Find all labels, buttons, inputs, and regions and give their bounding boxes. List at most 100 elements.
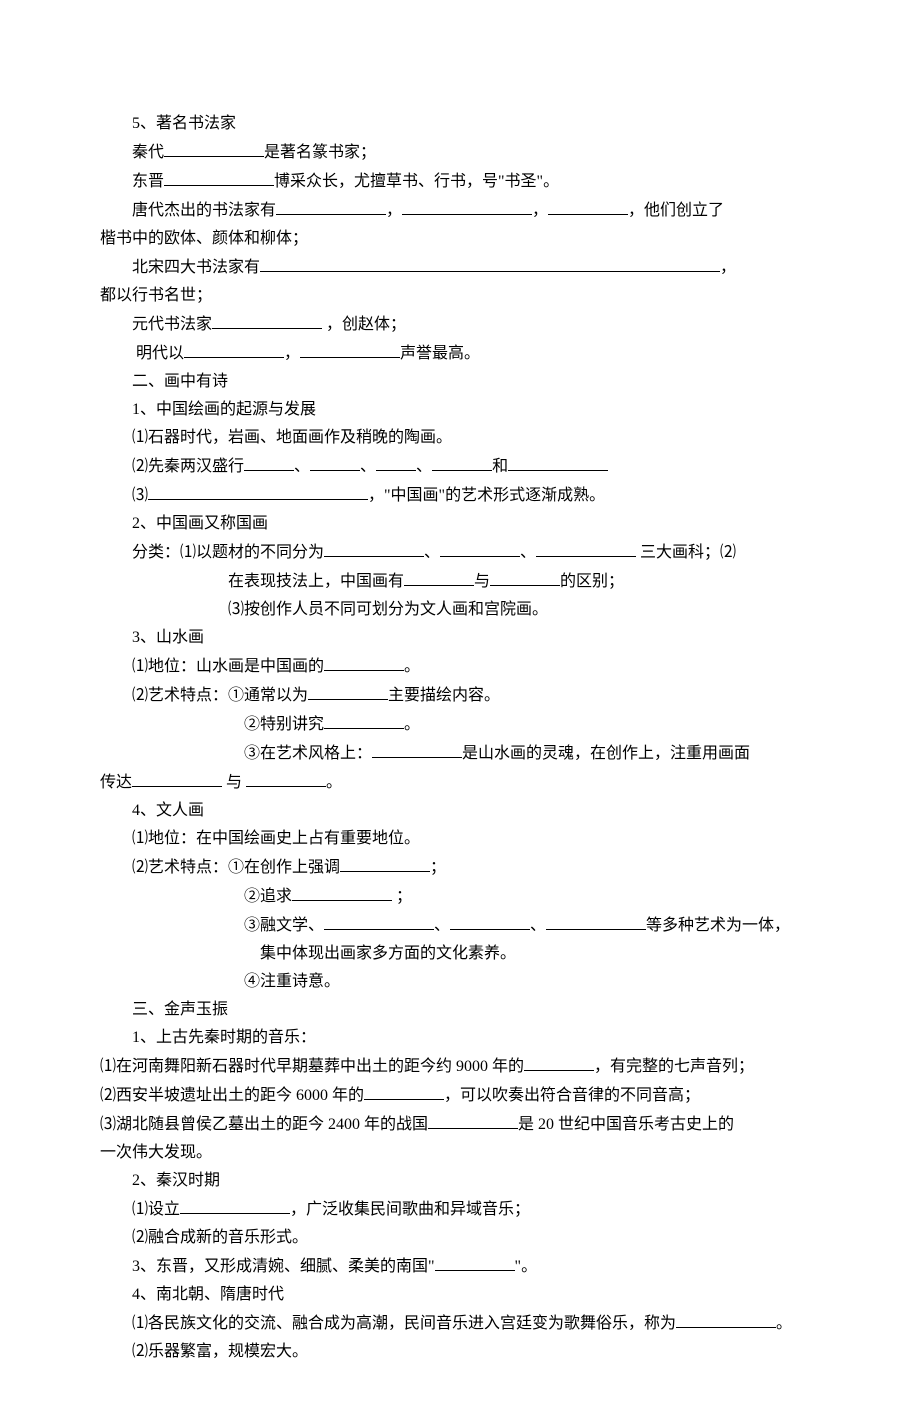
text-line: 元代书法家 ，创赵体； — [100, 310, 820, 339]
text-span: 与 — [222, 774, 246, 791]
text-span: ⑵艺术特点：①在创作上强调 — [132, 859, 340, 876]
text-line: ⑵乐器繁富，规模宏大。 — [100, 1338, 820, 1366]
text-line: ⑴各民族文化的交流、融合成为高潮，民间音乐进入宫廷变为歌舞俗乐，称为。 — [100, 1309, 820, 1338]
text-span: ， — [532, 202, 548, 219]
blank-underline — [524, 1052, 594, 1071]
text-span: ，创赵体； — [322, 316, 406, 333]
text-line: ⑵融合成新的音乐形式。 — [100, 1224, 820, 1252]
blank-underline — [246, 768, 326, 787]
text-line: 3、东晋，又形成清婉、细腻、柔美的南国" "。 — [100, 1252, 820, 1281]
blank-underline — [310, 452, 360, 471]
blank-underline — [260, 253, 720, 272]
text-span: 是 20 世纪中国音乐考古史上的 — [518, 1116, 734, 1133]
text-line: 三、金声玉振 — [100, 996, 820, 1024]
text-line: ⑵艺术特点：①在创作上强调 ； — [100, 853, 820, 882]
blank-underline — [376, 452, 416, 471]
text-line: ⑶ ，"中国画"的艺术形式逐渐成熟。 — [100, 481, 820, 510]
text-line: 5、著名书法家 — [100, 110, 820, 138]
blank-underline — [180, 1195, 290, 1214]
text-span: 3、东晋，又形成清婉、细腻、柔美的南国" — [132, 1258, 435, 1275]
text-span: 东晋 — [132, 173, 164, 190]
text-span: 、 — [360, 458, 376, 475]
text-span: ，广泛收集民间歌曲和异域音乐； — [290, 1201, 530, 1218]
text-span: 北宋四大书法家有 — [132, 259, 260, 276]
text-line: ⑴在河南舞阳新石器时代早期墓葬中出土的距今约 9000 年的，有完整的七声音列； — [100, 1052, 820, 1081]
text-span: 、 — [416, 458, 432, 475]
text-span: 、 — [530, 917, 546, 934]
blank-underline — [300, 339, 400, 358]
text-span: 是山水画的灵魂，在创作上，注重用画面 — [462, 745, 750, 762]
blank-underline — [676, 1309, 776, 1328]
text-span: 是著名篆书家； — [264, 144, 376, 161]
blank-underline — [404, 567, 474, 586]
text-span: 唐代杰出的书法家有 — [132, 202, 276, 219]
text-span: ⑴各民族文化的交流、融合成为高潮，民间音乐进入宫廷变为歌舞俗乐，称为 — [132, 1315, 676, 1332]
text-line: ③在艺术风格上： 是山水画的灵魂，在创作上，注重用画面 — [100, 739, 820, 768]
blank-underline — [276, 196, 386, 215]
blank-underline — [546, 911, 646, 930]
blank-underline — [324, 911, 434, 930]
text-line: ⑴设立，广泛收集民间歌曲和异域音乐； — [100, 1195, 820, 1224]
text-line: ②追求 ； — [100, 882, 820, 911]
blank-underline — [148, 481, 368, 500]
text-span: 的区别； — [560, 573, 624, 590]
text-span: 秦代 — [132, 144, 164, 161]
blank-underline — [324, 710, 404, 729]
blank-underline — [132, 768, 222, 787]
text-span: 在表现技法上，中国画有 — [228, 573, 404, 590]
text-line: 1、中国绘画的起源与发展 — [100, 396, 820, 424]
text-line: 1、上古先秦时期的音乐： — [100, 1024, 820, 1052]
text-span: ，有完整的七声音列； — [594, 1058, 754, 1075]
text-span: ⑵西安半坡遗址出土的距今 6000 年的 — [100, 1087, 364, 1104]
blank-underline — [432, 452, 492, 471]
blank-underline — [435, 1252, 515, 1271]
blank-underline — [372, 739, 462, 758]
text-span: ⑵艺术特点：①通常以为 — [132, 687, 308, 704]
text-span: ②特别讲究 — [244, 716, 324, 733]
text-span: ⑶ — [132, 487, 148, 504]
blank-underline — [548, 196, 628, 215]
blank-underline — [428, 1110, 518, 1129]
text-line: 3、山水画 — [100, 624, 820, 652]
text-line: 集中体现出画家多方面的文化素养。 — [100, 940, 820, 968]
text-line: 一次伟大发现。 — [100, 1139, 820, 1167]
text-span: 。 — [404, 658, 420, 675]
text-span: ③在艺术风格上： — [244, 745, 372, 762]
text-span: ， — [284, 345, 300, 362]
text-span: 、 — [520, 544, 536, 561]
text-line: 东晋博采众长，尤擅草书、行书，号"书圣"。 — [100, 167, 820, 196]
text-line: ⑴地位：在中国绘画史上占有重要地位。 — [100, 825, 820, 853]
text-span: 和 — [492, 458, 508, 475]
text-span: 。 — [404, 716, 420, 733]
text-line: 楷书中的欧体、颜体和柳体； — [100, 225, 820, 253]
text-line: ⑴石器时代，岩画、地面画作及稍晚的陶画。 — [100, 424, 820, 452]
text-line: 都以行书名世； — [100, 282, 820, 310]
text-span: ； — [392, 888, 412, 905]
text-line: 在表现技法上，中国画有与的区别； — [100, 567, 820, 596]
text-line: 2、秦汉时期 — [100, 1167, 820, 1195]
blank-underline — [164, 138, 264, 157]
text-span: ⑴地位：山水画是中国画的 — [132, 658, 324, 675]
text-span: "。 — [515, 1258, 538, 1275]
text-line: 秦代 是著名篆书家； — [100, 138, 820, 167]
blank-underline — [212, 310, 322, 329]
text-line: 北宋四大书法家有， — [100, 253, 820, 282]
text-span: 声誉最高。 — [400, 345, 480, 362]
text-span: ，"中国画"的艺术形式逐渐成熟。 — [368, 487, 605, 504]
text-line: 4、文人画 — [100, 797, 820, 825]
blank-underline — [324, 652, 404, 671]
text-span: 分类：⑴以题材的不同分为 — [132, 544, 324, 561]
text-span: 传达 — [100, 774, 132, 791]
text-span: ，他们创立了 — [628, 202, 724, 219]
blank-underline — [490, 567, 560, 586]
text-span: 、 — [294, 458, 310, 475]
text-span: ， — [386, 202, 402, 219]
document-page: 5、著名书法家秦代 是著名篆书家； 东晋博采众长，尤擅草书、行书，号"书圣"。唐代杰… — [0, 0, 920, 1426]
text-span: ； — [430, 859, 446, 876]
text-line: ⑵先秦两汉盛行、、、和 — [100, 452, 820, 481]
text-span: ③融文学、 — [244, 917, 324, 934]
blank-underline — [402, 196, 532, 215]
text-span: 主要描绘内容。 — [388, 687, 500, 704]
blank-underline — [440, 538, 520, 557]
text-line: ⑶按创作人员不同可划分为文人画和宫院画。 — [100, 596, 820, 624]
